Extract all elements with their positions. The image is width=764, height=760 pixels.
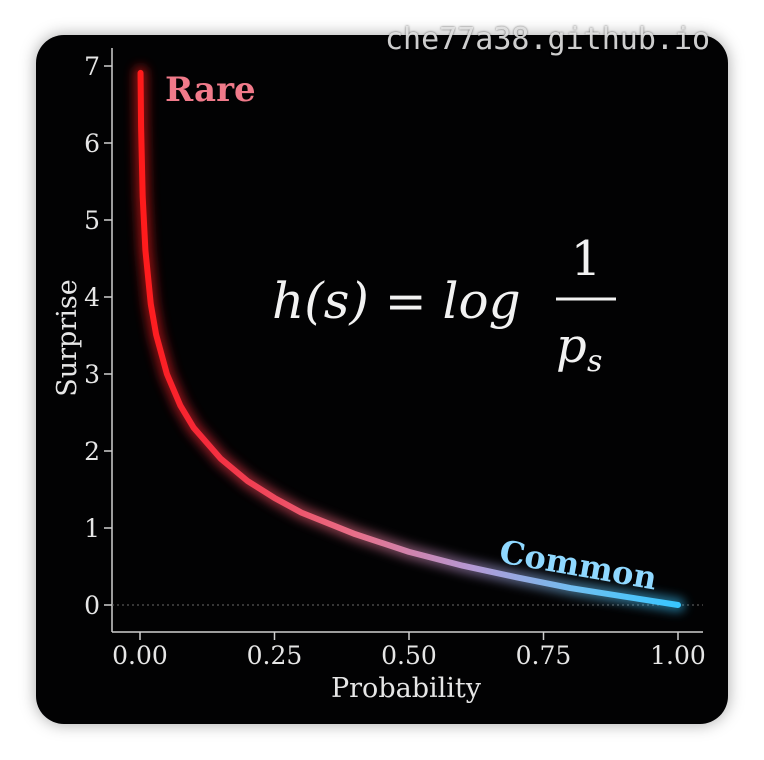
y-tick-label: 0 bbox=[84, 591, 100, 620]
y-tick-label: 5 bbox=[84, 206, 100, 235]
ticks: 0.00 0.25 0.50 0.75 1.00 0 1 2 3 4 5 6 7 bbox=[84, 52, 706, 670]
y-tick-label: 2 bbox=[84, 437, 100, 466]
axes bbox=[111, 48, 703, 633]
y-tick-label: 7 bbox=[84, 52, 100, 81]
y-tick-label: 1 bbox=[84, 514, 100, 543]
formula-denominator: p bbox=[556, 318, 587, 374]
annotation-rare: Rare bbox=[165, 70, 256, 110]
x-tick-label: 1.00 bbox=[650, 641, 706, 670]
x-tick-label: 0.00 bbox=[112, 641, 168, 670]
formula-lhs: h(s) = log bbox=[272, 272, 521, 330]
series-line bbox=[137, 69, 681, 608]
y-tick-label: 3 bbox=[84, 360, 100, 389]
y-tick-label: 4 bbox=[84, 283, 100, 312]
formula-subscript: s bbox=[587, 344, 602, 379]
formula-numerator: 1 bbox=[571, 231, 602, 287]
surprise-formula: h(s) = log 1 p s bbox=[272, 231, 616, 379]
x-tick-label: 0.50 bbox=[381, 641, 437, 670]
watermark: che77a38.github.io bbox=[385, 22, 711, 57]
series-line-glow bbox=[133, 65, 685, 612]
chart-frame bbox=[36, 35, 728, 724]
x-tick-label: 0.75 bbox=[516, 641, 572, 670]
y-axis-label: Surprise bbox=[52, 279, 83, 396]
series-layer bbox=[133, 65, 685, 612]
y-tick-label: 6 bbox=[84, 129, 100, 158]
x-axis-label: Probability bbox=[331, 673, 482, 704]
x-tick-label: 0.25 bbox=[247, 641, 303, 670]
